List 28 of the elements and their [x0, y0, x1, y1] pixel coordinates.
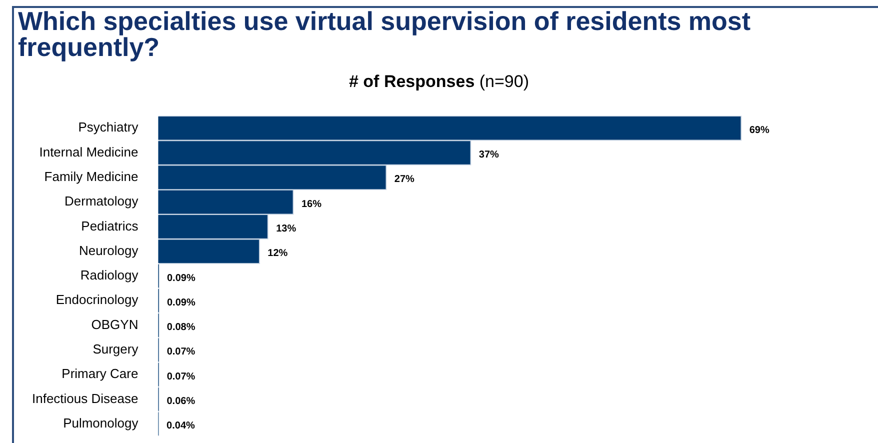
data-label: 0.04% [166, 420, 196, 432]
y-tick-label: Internal Medicine [39, 144, 138, 160]
y-tick-label: Radiology [80, 268, 139, 283]
y-tick-label: Pulmonology [63, 415, 139, 430]
data-label: 0.07% [166, 346, 196, 358]
data-label: 13% [276, 223, 296, 234]
y-tick-label: OBGYN [91, 316, 138, 332]
y-tick-label: Pediatrics [81, 218, 139, 234]
y-tick-label: Surgery [92, 342, 139, 357]
data-label: 37% [478, 150, 500, 161]
y-tick-label: Infectious Disease [32, 390, 138, 406]
data-label: 0.09% [166, 297, 196, 308]
y-tick-label: Neurology [78, 242, 139, 258]
data-label: 27% [394, 174, 415, 186]
y-tick-label: Endocrinology [56, 292, 139, 308]
data-label: 69% [749, 124, 770, 136]
chart-title: Which specialties use virtual supervision of residents most frequently? [18, 6, 752, 62]
y-tick-label: Dermatology [64, 194, 139, 209]
data-label: 12% [268, 248, 288, 260]
y-tick-label: Primary Care [62, 366, 138, 382]
y-tick-label: Family Medicine [44, 168, 138, 184]
data-label: 0.06% [166, 396, 196, 407]
data-label: 0.07% [166, 371, 196, 382]
data-label: 0.09% [166, 272, 196, 284]
chart-subtitle: # of Responses (n=90) [348, 72, 530, 92]
y-tick-label: Psychiatry [78, 120, 139, 135]
data-label: 16% [301, 198, 322, 210]
data-label: 0.08% [166, 322, 196, 334]
